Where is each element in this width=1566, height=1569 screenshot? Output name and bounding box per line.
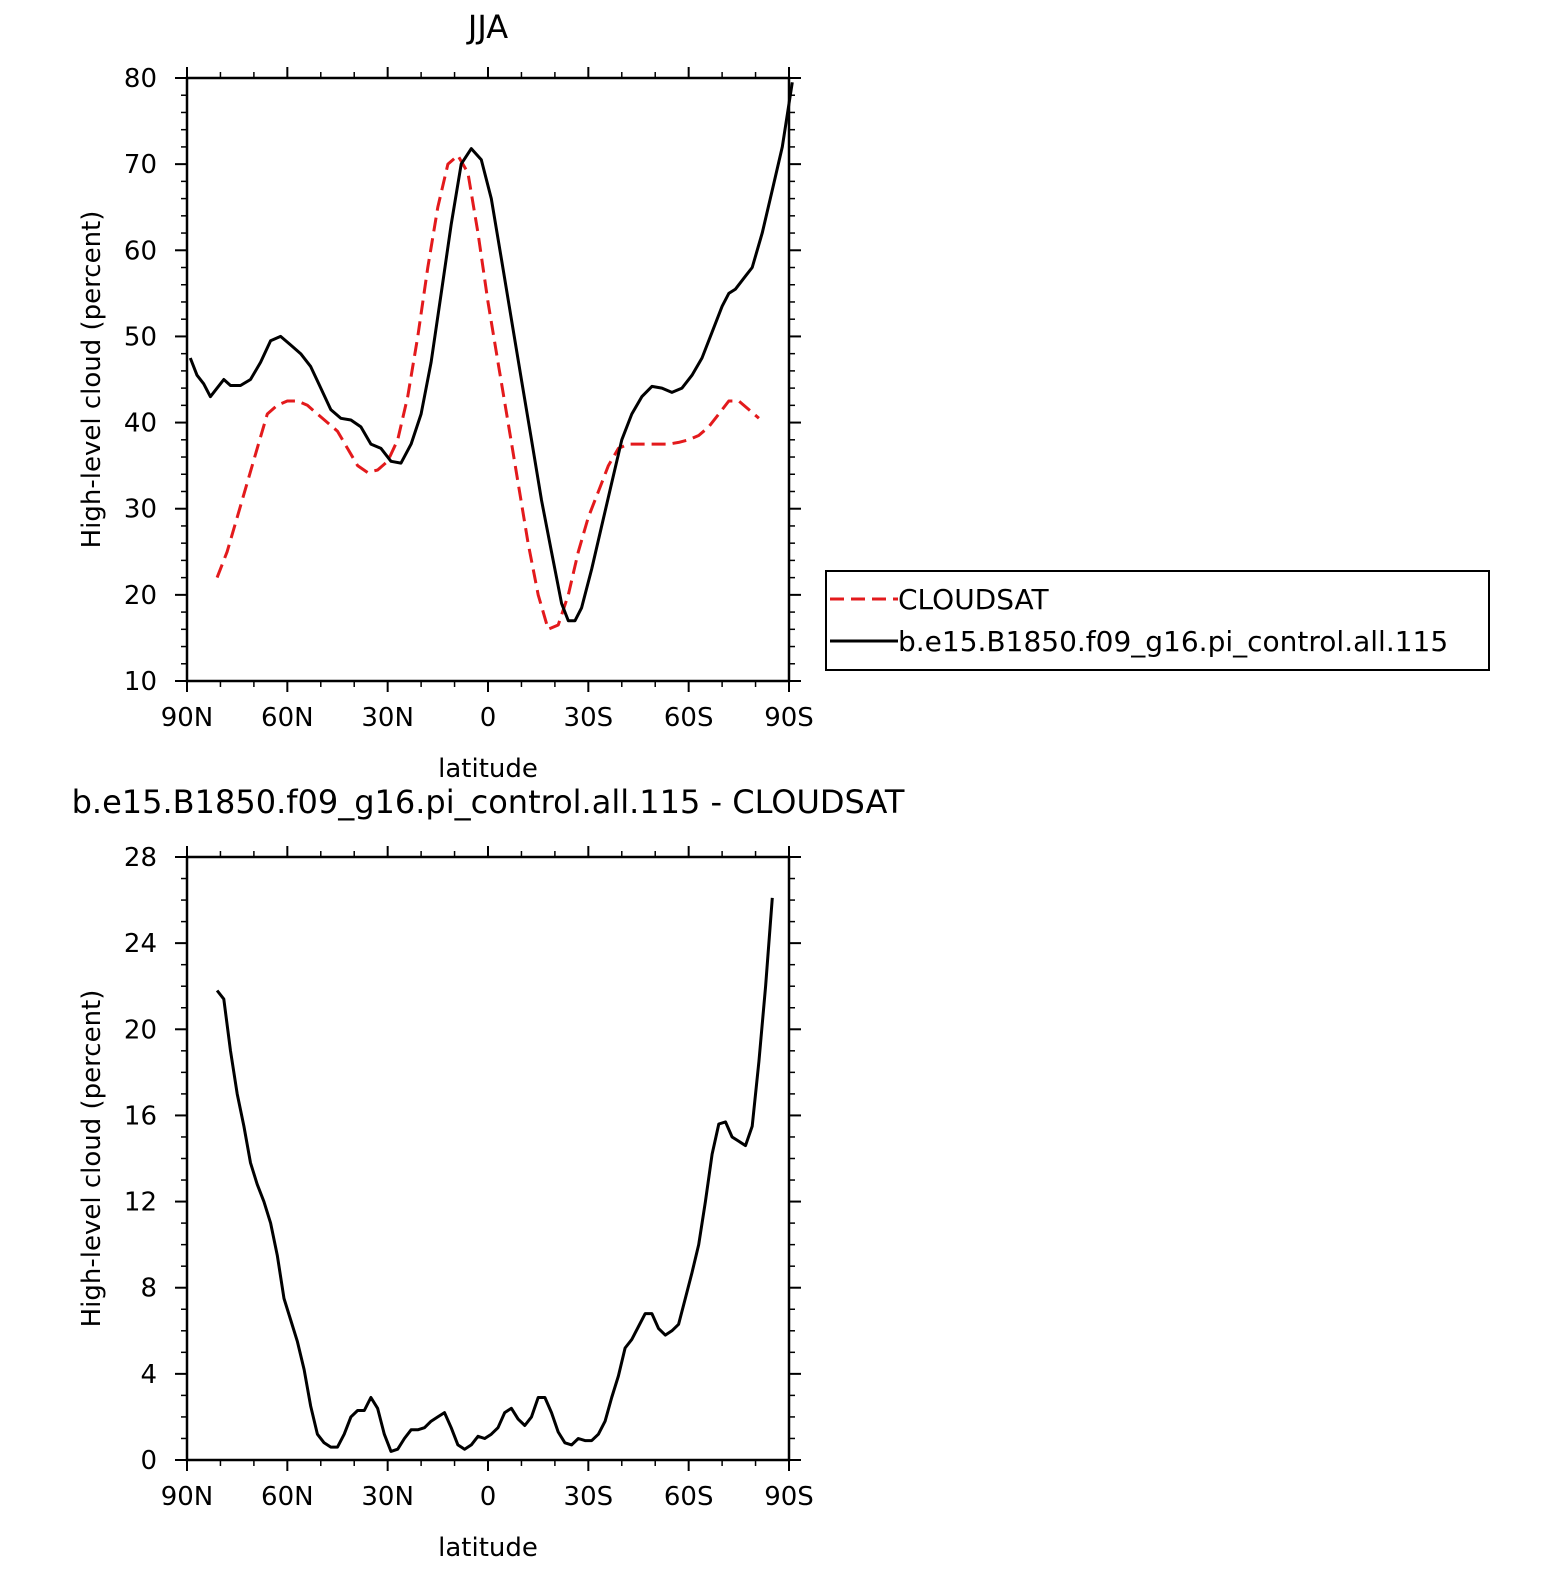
x-axis-title: latitude: [438, 1533, 538, 1563]
x-tick-label: 60N: [261, 1482, 314, 1512]
series-line-2: [188, 82, 794, 623]
y-tick-label: 12: [124, 1188, 157, 1218]
x-tick-label: 30N: [361, 1482, 414, 1512]
y-tick-label: 20: [124, 1015, 157, 1045]
x-tick-label: 30N: [361, 703, 414, 733]
x-tick-label: 30S: [564, 1482, 614, 1512]
x-tick-label: 90S: [764, 1482, 814, 1512]
y-tick-label: 24: [124, 929, 157, 959]
x-tick-label: 60S: [664, 703, 714, 733]
plot-frame: [185, 76, 791, 683]
legend-label-2: b.e15.B1850.f09_g16.pi_control.all.115: [898, 625, 1448, 658]
x-tick-label: 90N: [161, 703, 214, 733]
x-tick-label: 60S: [664, 1482, 714, 1512]
legend-label-1: CLOUDSAT: [898, 583, 1050, 616]
y-tick-label: 8: [140, 1274, 157, 1304]
y-tick-label: 28: [124, 843, 157, 873]
y-tick-label: 20: [124, 581, 157, 611]
chart-title: b.e15.B1850.f09_g16.pi_control.all.115 -…: [72, 783, 905, 821]
y-tick-label: 40: [124, 409, 157, 439]
y-tick-label: 16: [124, 1101, 157, 1131]
y-tick-label: 70: [124, 150, 157, 180]
x-tick-label: 0: [480, 703, 497, 733]
y-axis-title: High-level cloud (percent): [77, 990, 107, 1328]
chart-1: JJA 90N 60N 30N 0 30S 60S 90S 10 20 30 40 50 60 70 80 la…: [77, 8, 814, 784]
plot-frame: [185, 855, 791, 1462]
legend: CLOUDSAT b.e15.B1850.f09_g16.pi_control.a…: [825, 570, 1490, 671]
y-tick-label: 4: [140, 1360, 157, 1390]
x-tick-label: 90S: [764, 703, 814, 733]
y-tick-label: 50: [124, 322, 157, 352]
y-tick-label: 60: [124, 236, 157, 266]
y-axis-title: High-level cloud (percent): [77, 211, 107, 549]
series-line-1: [215, 897, 774, 1453]
x-tick-label: 90N: [161, 1482, 214, 1512]
y-tick-label: 80: [124, 64, 157, 94]
series-line-1: [215, 154, 760, 631]
legend-box: [825, 570, 1490, 671]
x-tick-label: 30S: [564, 703, 614, 733]
chart-2: b.e15.B1850.f09_g16.pi_control.all.115 -…: [72, 783, 905, 1563]
x-tick-label: 0: [480, 1482, 497, 1512]
x-axis-title: latitude: [438, 754, 538, 784]
x-tick-label: 60N: [261, 703, 314, 733]
y-tick-label: 30: [124, 495, 157, 525]
y-tick-label: 10: [124, 667, 157, 697]
chart-title: JJA: [466, 8, 508, 46]
y-tick-label: 0: [140, 1446, 157, 1476]
